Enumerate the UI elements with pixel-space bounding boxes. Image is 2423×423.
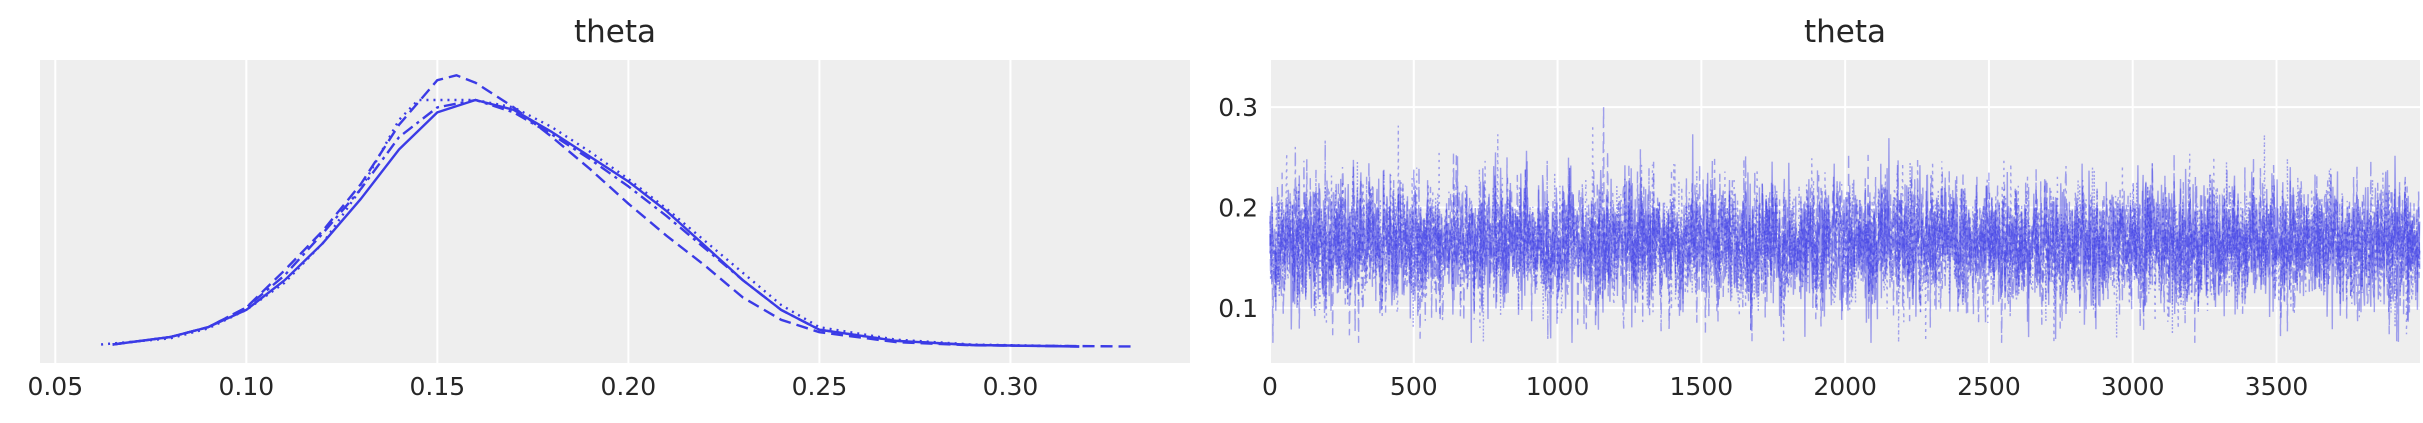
trace-x-tick-label: 3500 — [2245, 372, 2309, 401]
trace-x-tick-label: 2500 — [1957, 372, 2021, 401]
trace-panel: 0 500 1000 1500 2000 2500 3000 3500 0.1 0.2 0.3 t… — [1218, 14, 2421, 401]
kde-line-dashdot — [112, 98, 1080, 348]
kde-x-tick-label: 0.25 — [792, 372, 848, 401]
trace-x-tick-label: 2000 — [1813, 372, 1877, 401]
kde-plot-area — [40, 60, 1190, 363]
trace-line-dashed — [1269, 149, 2421, 343]
trace-series — [1269, 105, 2421, 343]
kde-x-tick-labels: 0.05 0.10 0.15 0.20 0.25 0.30 — [27, 372, 1038, 401]
trace-title: theta — [1804, 14, 1886, 50]
trace-y-tick-label: 0.2 — [1218, 193, 1258, 222]
trace-x-tick-label: 1000 — [1526, 372, 1590, 401]
trace-gridlines — [1269, 60, 2420, 363]
trace-x-tick-label: 3000 — [2101, 372, 2165, 401]
trace-line-solid — [1269, 134, 2421, 343]
trace-line-dotted — [1269, 124, 2421, 343]
kde-x-tick-label: 0.05 — [27, 372, 83, 401]
trace-line-dashdot — [1269, 105, 2421, 340]
kde-line-dashed — [112, 74, 1133, 348]
kde-title: theta — [574, 14, 656, 50]
kde-series — [100, 74, 1133, 348]
kde-x-tick-label: 0.10 — [218, 372, 274, 401]
trace-x-tick-label: 500 — [1390, 372, 1438, 401]
trace-x-tick-label: 0 — [1262, 372, 1278, 401]
trace-y-tick-label: 0.1 — [1218, 294, 1258, 323]
kde-x-tick-label: 0.20 — [601, 372, 657, 401]
kde-x-tick-label: 0.15 — [410, 372, 466, 401]
trace-x-tick-label: 1500 — [1670, 372, 1734, 401]
trace-y-tick-label: 0.3 — [1218, 93, 1258, 122]
kde-gridlines — [54, 60, 1012, 363]
trace-y-tick-labels: 0.1 0.2 0.3 — [1218, 93, 1258, 323]
trace-x-tick-labels: 0 500 1000 1500 2000 2500 3000 3500 — [1262, 372, 2308, 401]
kde-x-tick-label: 0.30 — [983, 372, 1039, 401]
kde-panel: 0.05 0.10 0.15 0.20 0.25 0.30 theta — [27, 14, 1190, 401]
